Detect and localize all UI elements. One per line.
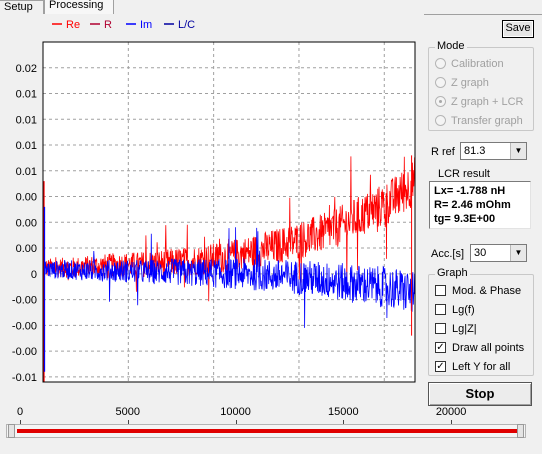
chart-svg: 0.02 0.01 0.01 0.01 0.01 0.00 0.00 0.00 0 -0.00 -0… bbox=[12, 19, 416, 388]
mode-group: Mode Calibration Z graph Z graph + LCR T… bbox=[428, 40, 534, 131]
lcr-inductance: Lx= -1.788 nH bbox=[434, 185, 506, 197]
checkmark-icon: ✓ bbox=[435, 341, 446, 353]
checkbox-mod-phase-label: Mod. & Phase bbox=[452, 285, 522, 297]
range-slider-right-handle[interactable] bbox=[517, 424, 524, 438]
checkbox-left-y-for-all[interactable]: ✓ Left Y for all bbox=[435, 359, 510, 375]
x-tick-label: 15000 bbox=[284, 387, 315, 388]
range-tick-label: 0 bbox=[16, 406, 24, 418]
plot-background bbox=[43, 42, 415, 382]
y-tick-label: 0.00 bbox=[16, 217, 37, 229]
chevron-down-icon[interactable]: ▼ bbox=[510, 245, 526, 261]
radio-z-graph[interactable]: Z graph bbox=[435, 75, 489, 91]
y-tick-label: 0.00 bbox=[16, 243, 37, 255]
checkbox-lg-f-label: Lg(f) bbox=[452, 304, 475, 316]
legend-label: Re bbox=[66, 19, 80, 31]
range-tick-mark bbox=[20, 420, 21, 424]
y-tick-label: -0.00 bbox=[12, 320, 37, 332]
graph-group: Graph Mod. & Phase Lg(f) Lg|Z| ✓ Draw all… bbox=[428, 267, 534, 376]
radio-calibration-label: Calibration bbox=[451, 58, 504, 70]
radio-z-graph-lcr[interactable]: Z graph + LCR bbox=[435, 94, 523, 110]
rref-label: R ref bbox=[431, 146, 455, 158]
series-im-line bbox=[42, 227, 416, 328]
radio-selected-icon bbox=[435, 95, 446, 107]
radio-z-graph-lcr-label: Z graph + LCR bbox=[451, 96, 524, 108]
y-tick-label: 0.01 bbox=[16, 114, 37, 126]
checkbox-left-y-for-all-label: Left Y for all bbox=[452, 361, 511, 373]
radio-z-graph-label: Z graph bbox=[451, 77, 489, 89]
y-tick-label: 0.01 bbox=[16, 166, 37, 178]
lcr-resistance: R= 2.46 mOhm bbox=[434, 199, 511, 211]
tab-setup[interactable]: Setup bbox=[0, 0, 44, 14]
checkbox-lg-f[interactable]: Lg(f) bbox=[435, 302, 475, 318]
acc-select[interactable]: 30 ▼ bbox=[470, 244, 527, 262]
checkbox-lg-z[interactable]: Lg|Z| bbox=[435, 321, 477, 337]
range-slider-fill bbox=[17, 429, 517, 433]
radio-icon bbox=[435, 57, 446, 69]
rref-value: 81.3 bbox=[464, 145, 486, 157]
range-tick-mark bbox=[451, 420, 453, 424]
checkbox-lg-z-label: Lg|Z| bbox=[452, 323, 477, 335]
legend-label: L/C bbox=[178, 19, 195, 31]
y-tick-label: 0.00 bbox=[16, 192, 37, 204]
legend-label: R bbox=[104, 19, 112, 31]
lcr-group-title: LCR result bbox=[436, 168, 492, 180]
range-slider[interactable] bbox=[6, 424, 526, 438]
checkbox-icon bbox=[435, 322, 446, 334]
checkbox-draw-all-points[interactable]: ✓ Draw all points bbox=[435, 340, 524, 356]
range-tick-label: 10000 bbox=[220, 406, 251, 418]
range-slider-left-handle[interactable] bbox=[8, 424, 15, 438]
x-tick-label: 20000 bbox=[369, 387, 400, 388]
stop-button[interactable]: Stop bbox=[428, 382, 532, 406]
range-scale: 0 5000 10000 15000 20000 bbox=[0, 404, 542, 454]
radio-icon bbox=[435, 114, 446, 126]
lcr-group: LCR result bbox=[426, 168, 534, 234]
graph-group-title: Graph bbox=[435, 267, 470, 279]
range-tick-label: 20000 bbox=[435, 406, 467, 418]
radio-transfer-graph[interactable]: Transfer graph bbox=[435, 113, 523, 129]
impedance-chart[interactable]: 0.02 0.01 0.01 0.01 0.01 0.00 0.00 0.00 0 -0.00 -0… bbox=[0, 14, 424, 388]
x-tick-label: 10000 bbox=[198, 387, 229, 388]
checkmark-icon: ✓ bbox=[435, 360, 446, 372]
radio-transfer-graph-label: Transfer graph bbox=[451, 115, 523, 127]
rref-select[interactable]: 81.3 ▼ bbox=[460, 142, 527, 160]
radio-icon bbox=[435, 76, 446, 88]
plot-frame bbox=[42, 41, 416, 383]
y-tick-label: 0 bbox=[31, 269, 37, 281]
range-tick-label: 15000 bbox=[328, 406, 359, 418]
save-button[interactable]: Save bbox=[502, 20, 534, 38]
checkbox-draw-all-points-label: Draw all points bbox=[452, 342, 525, 354]
y-tick-label: 0.02 bbox=[16, 63, 37, 75]
checkbox-mod-phase[interactable]: Mod. & Phase bbox=[435, 283, 521, 299]
y-tick-label: 0.01 bbox=[16, 140, 37, 152]
acc-value: 30 bbox=[474, 247, 487, 259]
checkbox-icon bbox=[435, 284, 446, 296]
y-tick-label: -0.01 bbox=[12, 372, 37, 384]
range-tick-mark bbox=[127, 420, 129, 424]
range-tick-mark bbox=[235, 420, 237, 424]
chevron-down-icon[interactable]: ▼ bbox=[510, 143, 526, 159]
y-tick-label: 0.01 bbox=[16, 89, 37, 101]
range-tick-mark bbox=[343, 420, 345, 424]
lcr-result-box: Lx= -1.788 nH R= 2.46 mOhm tg= 9.3E+00 bbox=[429, 181, 531, 229]
acc-label: Acc.[s] bbox=[431, 248, 465, 260]
y-tick-label: -0.00 bbox=[12, 295, 37, 307]
tab-processing[interactable]: Processing bbox=[44, 0, 114, 14]
legend-label: Im bbox=[140, 19, 152, 31]
range-tick-label: 5000 bbox=[115, 406, 141, 418]
lcr-tangent: tg= 9.3E+00 bbox=[434, 213, 496, 225]
x-tick-label: 5000 bbox=[116, 387, 140, 388]
radio-calibration[interactable]: Calibration bbox=[435, 56, 504, 72]
mode-group-title: Mode bbox=[435, 40, 467, 52]
checkbox-icon bbox=[435, 303, 446, 315]
y-tick-label: -0.00 bbox=[12, 346, 37, 358]
